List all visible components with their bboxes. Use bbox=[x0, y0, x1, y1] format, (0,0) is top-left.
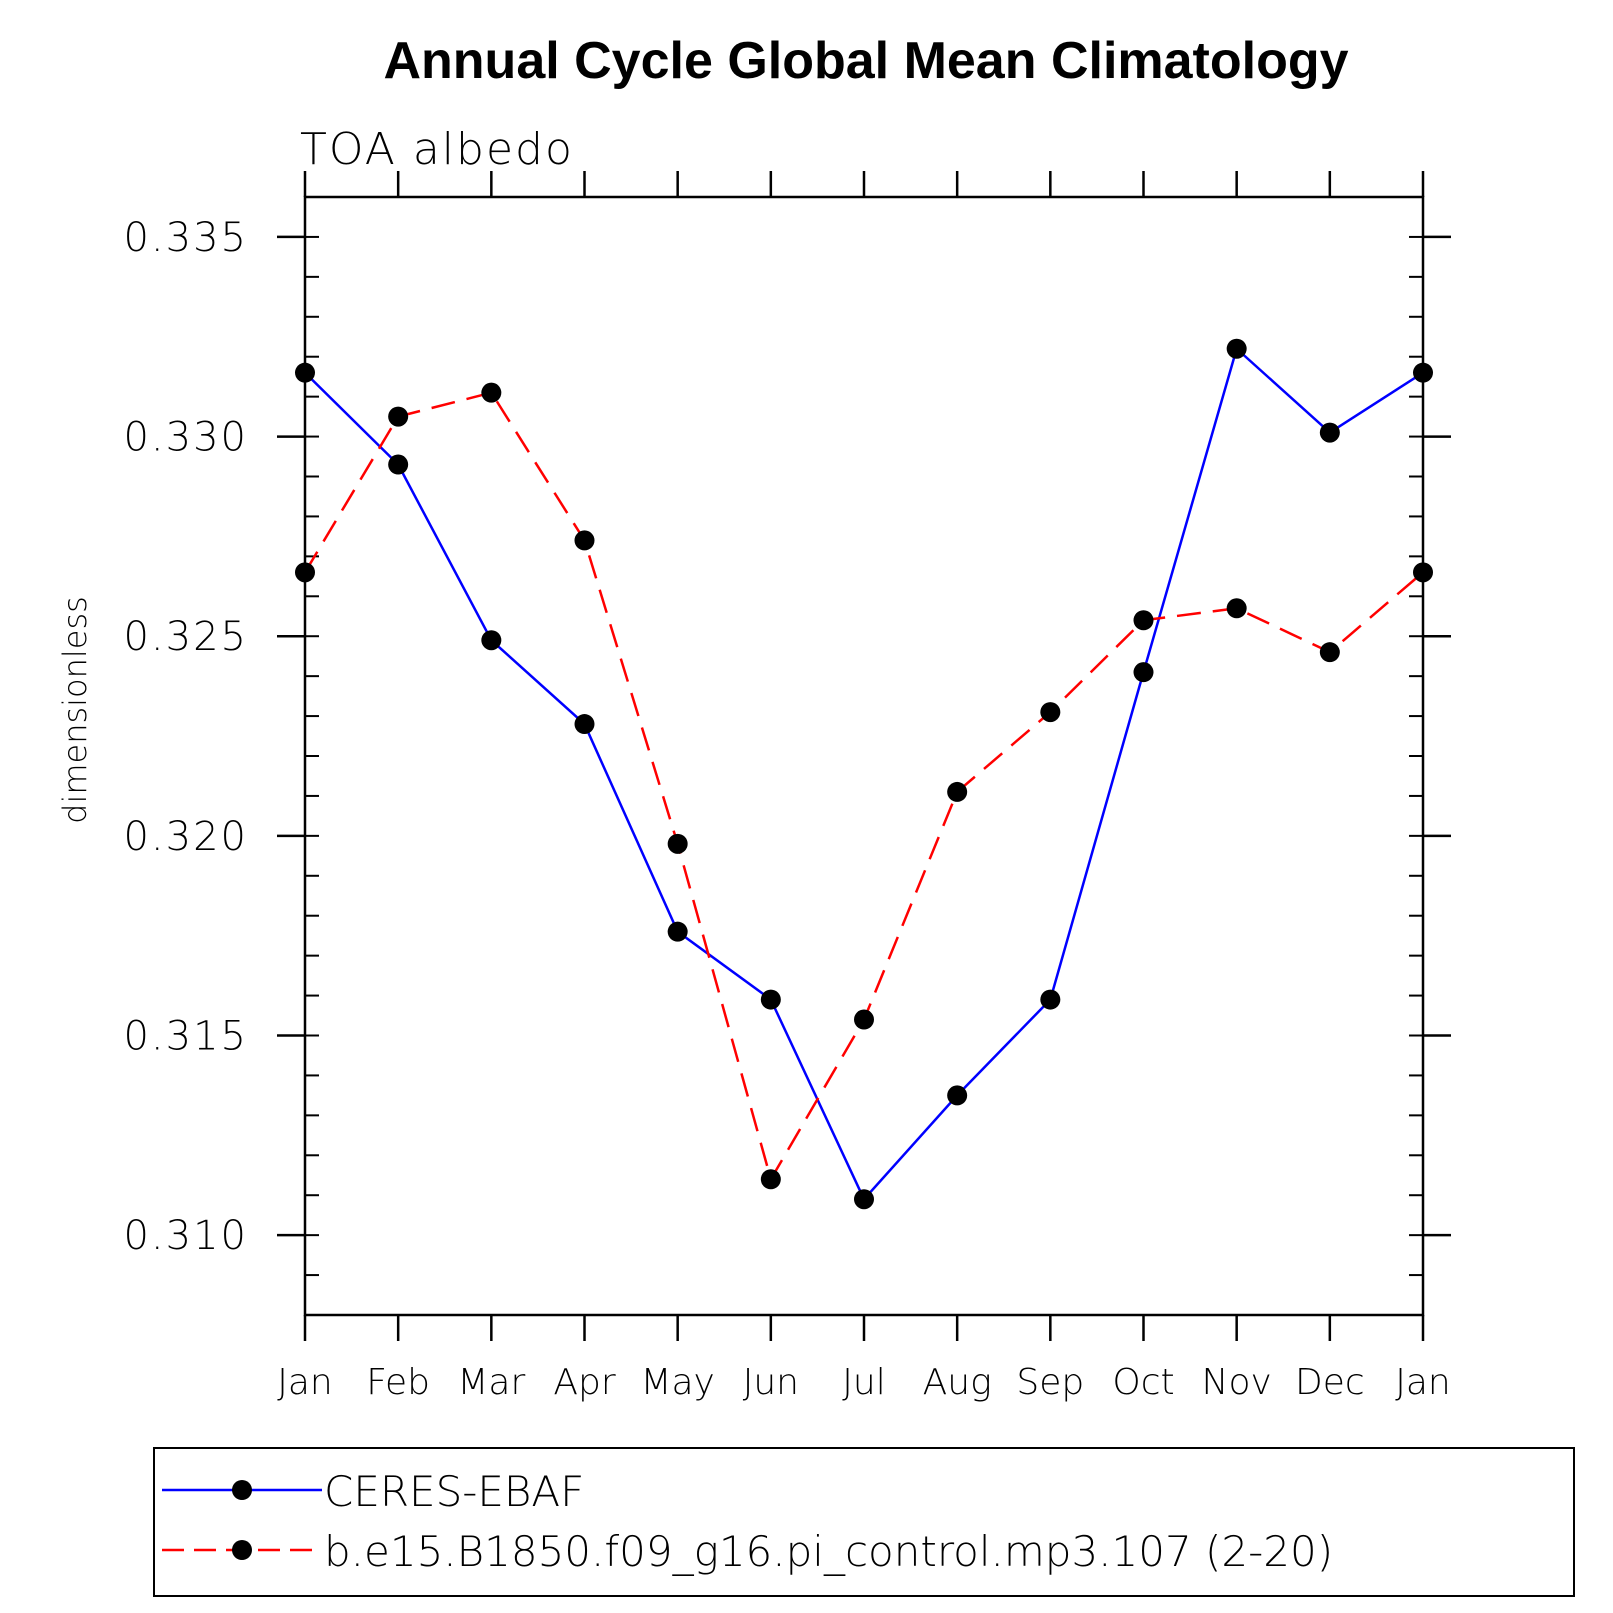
data-point bbox=[667, 833, 688, 854]
legend-box bbox=[153, 1447, 1575, 1597]
legend-marker bbox=[232, 1480, 252, 1500]
x-tick-label: Feb bbox=[366, 1362, 430, 1403]
data-point bbox=[388, 454, 409, 475]
data-point bbox=[667, 921, 688, 942]
y-axis-label: dimensionless bbox=[56, 596, 94, 824]
x-tick-label: Apr bbox=[553, 1362, 615, 1403]
data-point bbox=[295, 562, 315, 583]
y-tick-label: 0.310 bbox=[123, 1213, 248, 1259]
data-point bbox=[481, 630, 502, 651]
data-point bbox=[1133, 610, 1154, 631]
data-point bbox=[1319, 422, 1340, 443]
data-point bbox=[1319, 642, 1340, 663]
series-1 bbox=[295, 338, 1433, 1210]
series-2 bbox=[295, 382, 1433, 1190]
y-tick-label: 0.335 bbox=[123, 215, 248, 261]
data-point bbox=[1226, 598, 1247, 619]
data-point bbox=[1413, 562, 1433, 583]
y-tick-label: 0.330 bbox=[123, 415, 248, 461]
series-layer bbox=[295, 338, 1433, 1210]
x-tick-label: Dec bbox=[1295, 1362, 1365, 1403]
data-point bbox=[295, 362, 315, 383]
series-line bbox=[303, 391, 1424, 1183]
y-tick-label: 0.315 bbox=[123, 1014, 248, 1060]
data-point bbox=[854, 1189, 874, 1210]
legend: CERES-EBAF b.e15.B1850.f09_g16.pi_control… bbox=[153, 1447, 1575, 1597]
data-point bbox=[1226, 338, 1247, 359]
legend-label: b.e15.B1850.f09_g16.pi_control.mp3.107 (… bbox=[324, 1527, 1333, 1576]
x-tick-label: May bbox=[640, 1362, 714, 1403]
data-point bbox=[574, 530, 595, 551]
data-point bbox=[1040, 702, 1061, 723]
data-point bbox=[1413, 362, 1433, 383]
data-point bbox=[388, 406, 409, 427]
x-tick-label: Sep bbox=[1016, 1362, 1084, 1403]
x-tick-label: Jul bbox=[842, 1362, 885, 1403]
data-point bbox=[854, 1009, 874, 1030]
legend-marker bbox=[232, 1540, 252, 1560]
data-point bbox=[574, 714, 595, 735]
data-point bbox=[1133, 662, 1154, 683]
legend-label: CERES-EBAF bbox=[324, 1467, 584, 1516]
x-tick-label: Oct bbox=[1112, 1362, 1174, 1403]
axes-frame: 0.310 0.315 0.320 0.325 0.330 0.335 Jan Feb Mar A… bbox=[123, 171, 1451, 1403]
chart-subtitle: TOA albedo bbox=[300, 124, 574, 175]
x-tick-label: Nov bbox=[1202, 1362, 1272, 1403]
x-tick-label: Aug bbox=[923, 1362, 992, 1403]
data-point bbox=[947, 781, 968, 802]
chart-title: Annual Cycle Global Mean Climatology bbox=[383, 32, 1348, 90]
data-point bbox=[760, 1169, 781, 1190]
y-tick-label: 0.325 bbox=[123, 614, 248, 660]
series-line bbox=[304, 346, 1424, 1202]
x-tick-label: Jan bbox=[277, 1362, 333, 1403]
x-tick-label: Mar bbox=[457, 1362, 525, 1403]
y-tick-label: 0.320 bbox=[123, 814, 248, 860]
data-point bbox=[947, 1085, 968, 1106]
data-point bbox=[1040, 989, 1061, 1010]
x-tick-label: Jun bbox=[743, 1362, 799, 1403]
data-point bbox=[760, 989, 781, 1010]
x-tick-label: Jan bbox=[1395, 1362, 1451, 1403]
data-point bbox=[481, 382, 502, 403]
